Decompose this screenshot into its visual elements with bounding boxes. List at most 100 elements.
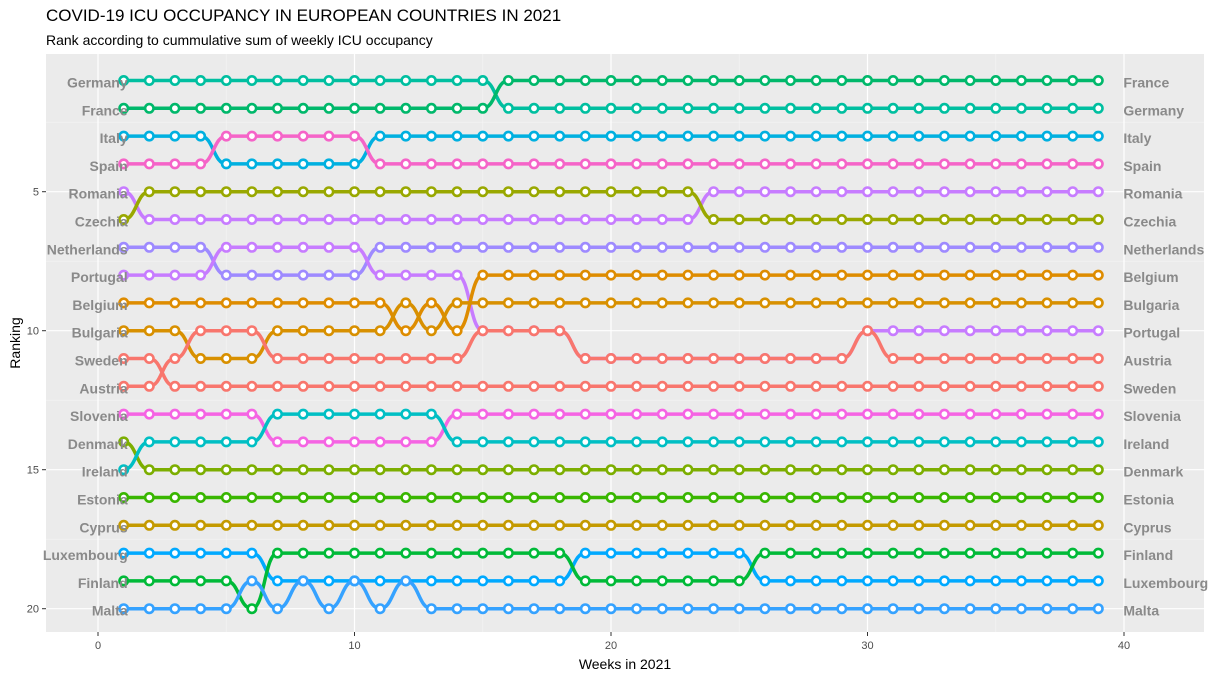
- data-point: [579, 519, 591, 531]
- data-point: [246, 380, 258, 392]
- data-point: [528, 269, 540, 281]
- data-point: [579, 491, 591, 503]
- data-point: [246, 436, 258, 448]
- data-point: [502, 491, 514, 503]
- series-denmark: [118, 436, 1104, 476]
- data-point: [861, 214, 873, 226]
- data-point: [348, 408, 360, 420]
- data-point: [810, 436, 822, 448]
- data-point: [195, 464, 207, 476]
- data-point: [784, 464, 796, 476]
- y-tick-label: 15: [27, 465, 39, 477]
- end-label: Ireland: [1123, 436, 1169, 452]
- data-point: [143, 130, 155, 142]
- data-point: [554, 269, 566, 281]
- data-point: [631, 186, 643, 198]
- data-point: [990, 464, 1002, 476]
- data-point: [348, 464, 360, 476]
- data-point: [1092, 491, 1104, 503]
- data-point: [784, 575, 796, 587]
- start-label: Germany: [67, 75, 128, 91]
- data-point: [477, 269, 489, 281]
- data-point: [682, 186, 694, 198]
- data-point: [579, 214, 591, 226]
- data-point: [938, 158, 950, 170]
- data-point: [451, 186, 463, 198]
- data-point: [964, 352, 976, 364]
- data-point: [195, 436, 207, 448]
- data-point: [938, 464, 950, 476]
- data-point: [631, 519, 643, 531]
- start-label: Spain: [90, 158, 128, 174]
- data-point: [605, 464, 617, 476]
- data-point: [425, 603, 437, 615]
- data-point: [913, 158, 925, 170]
- data-point: [271, 464, 283, 476]
- data-point: [861, 408, 873, 420]
- data-point: [400, 464, 412, 476]
- data-point: [271, 269, 283, 281]
- data-point: [169, 519, 181, 531]
- data-point: [195, 214, 207, 226]
- data-point: [400, 269, 412, 281]
- data-point: [887, 158, 899, 170]
- data-point: [810, 380, 822, 392]
- data-point: [861, 464, 873, 476]
- data-point: [1067, 491, 1079, 503]
- data-point: [913, 603, 925, 615]
- data-point: [323, 491, 335, 503]
- data-point: [605, 547, 617, 559]
- data-point: [297, 269, 309, 281]
- data-point: [810, 214, 822, 226]
- data-point: [297, 102, 309, 114]
- data-point: [374, 269, 386, 281]
- data-point: [374, 436, 386, 448]
- data-point: [1067, 186, 1079, 198]
- data-point: [733, 186, 745, 198]
- data-point: [118, 380, 130, 392]
- data-point: [502, 575, 514, 587]
- data-point: [938, 519, 950, 531]
- data-point: [528, 186, 540, 198]
- data-point: [451, 269, 463, 281]
- data-point: [348, 519, 360, 531]
- data-point: [374, 547, 386, 559]
- data-point: [400, 436, 412, 448]
- data-point: [554, 380, 566, 392]
- data-point: [861, 519, 873, 531]
- data-point: [759, 380, 771, 392]
- data-point: [784, 186, 796, 198]
- data-point: [938, 380, 950, 392]
- data-point: [1015, 297, 1027, 309]
- data-point: [784, 102, 796, 114]
- data-point: [810, 491, 822, 503]
- data-point: [810, 408, 822, 420]
- data-point: [938, 241, 950, 253]
- data-point: [784, 352, 796, 364]
- data-point: [887, 380, 899, 392]
- data-point: [990, 158, 1002, 170]
- data-point: [682, 130, 694, 142]
- data-point: [169, 603, 181, 615]
- data-point: [682, 408, 694, 420]
- data-point: [477, 547, 489, 559]
- data-point: [143, 547, 155, 559]
- data-point: [682, 380, 694, 392]
- data-point: [656, 75, 668, 87]
- data-point: [656, 491, 668, 503]
- data-point: [682, 158, 694, 170]
- series-austria: [118, 325, 1104, 392]
- data-point: [502, 269, 514, 281]
- data-point: [477, 325, 489, 337]
- data-point: [759, 464, 771, 476]
- data-point: [836, 491, 848, 503]
- data-point: [964, 158, 976, 170]
- data-point: [477, 575, 489, 587]
- data-point: [1041, 325, 1053, 337]
- data-point: [323, 186, 335, 198]
- data-point: [605, 269, 617, 281]
- y-tick-label: 10: [27, 326, 39, 338]
- end-label: Cyprus: [1123, 519, 1171, 535]
- start-label: Cyprus: [79, 519, 127, 535]
- data-point: [143, 269, 155, 281]
